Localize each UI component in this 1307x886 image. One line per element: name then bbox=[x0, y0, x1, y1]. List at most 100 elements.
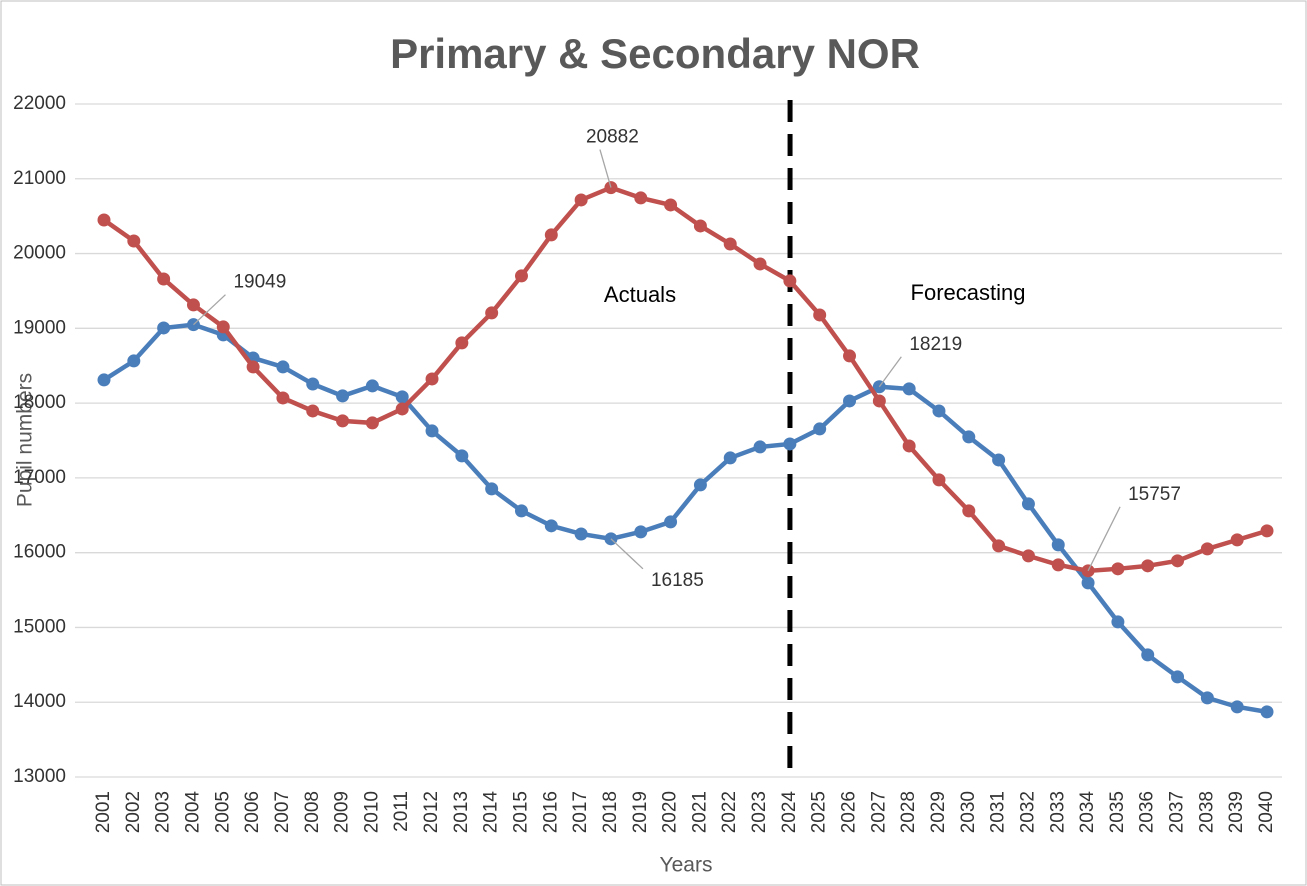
data-point bbox=[1260, 524, 1274, 538]
data-point bbox=[1200, 542, 1214, 556]
data-point bbox=[306, 404, 320, 418]
x-axis-label: Years bbox=[660, 854, 713, 877]
data-point bbox=[455, 336, 469, 350]
data-point bbox=[157, 272, 171, 286]
y-tick-label: 18000 bbox=[13, 392, 66, 413]
data-label: 15757 bbox=[1128, 484, 1181, 505]
y-tick-label: 13000 bbox=[13, 766, 66, 787]
data-point bbox=[365, 379, 379, 393]
x-tick-label: 2002 bbox=[123, 791, 144, 833]
data-point bbox=[425, 372, 439, 386]
data-point bbox=[1051, 538, 1065, 552]
data-point bbox=[932, 473, 946, 487]
x-tick-label: 2018 bbox=[600, 791, 621, 833]
x-tick-label: 2021 bbox=[689, 791, 710, 833]
series-line bbox=[102, 185, 1268, 574]
x-tick-label: 2024 bbox=[779, 791, 800, 834]
data-point bbox=[514, 504, 528, 518]
x-tick-label: 2037 bbox=[1167, 791, 1188, 833]
data-point bbox=[574, 527, 588, 541]
data-point bbox=[902, 439, 916, 453]
data-point bbox=[485, 482, 499, 496]
data-point bbox=[1230, 700, 1244, 714]
data-point bbox=[664, 198, 678, 212]
data-point bbox=[1200, 691, 1214, 705]
data-point bbox=[962, 504, 976, 518]
y-tick-label: 19000 bbox=[13, 317, 66, 338]
data-point bbox=[127, 234, 141, 248]
data-point bbox=[544, 519, 558, 533]
y-axis-label: Pupil numbers bbox=[14, 373, 37, 507]
x-tick-label: 2033 bbox=[1047, 791, 1068, 833]
data-point bbox=[992, 539, 1006, 553]
data-point bbox=[723, 237, 737, 251]
data-label: 19049 bbox=[233, 272, 286, 293]
data-point bbox=[932, 404, 946, 418]
data-point bbox=[514, 269, 528, 283]
data-point bbox=[276, 360, 290, 374]
data-point bbox=[425, 424, 439, 438]
x-tick-label: 2004 bbox=[182, 791, 203, 834]
data-point bbox=[902, 382, 916, 396]
x-tick-label: 2013 bbox=[451, 791, 472, 833]
x-tick-label: 2029 bbox=[928, 791, 949, 833]
x-tick-label: 2003 bbox=[153, 791, 174, 833]
data-point bbox=[157, 321, 171, 335]
data-point bbox=[276, 391, 290, 405]
x-tick-label: 2039 bbox=[1226, 791, 1247, 833]
x-tick-label: 2020 bbox=[660, 791, 681, 833]
annotation: Actuals bbox=[604, 282, 676, 307]
x-tick-label: 2014 bbox=[481, 791, 502, 834]
data-point bbox=[544, 228, 558, 242]
data-point bbox=[1111, 615, 1125, 629]
x-tick-label: 2006 bbox=[242, 791, 263, 833]
data-point bbox=[962, 430, 976, 444]
data-point bbox=[336, 389, 350, 403]
data-point bbox=[97, 213, 111, 227]
x-tick-label: 2026 bbox=[839, 791, 860, 833]
y-tick-label: 21000 bbox=[13, 168, 66, 189]
data-point bbox=[783, 274, 797, 288]
data-point bbox=[1021, 497, 1035, 511]
series-line bbox=[102, 322, 1268, 715]
data-point bbox=[813, 422, 827, 436]
data-point bbox=[574, 193, 588, 207]
data-point bbox=[455, 449, 469, 463]
data-point bbox=[1021, 549, 1035, 563]
data-label: 20882 bbox=[586, 127, 639, 148]
data-point bbox=[1260, 705, 1274, 719]
data-point bbox=[634, 525, 648, 539]
x-tick-label: 2031 bbox=[988, 791, 1009, 833]
data-point bbox=[813, 308, 827, 322]
data-point bbox=[843, 394, 857, 408]
leader-line bbox=[1087, 506, 1121, 572]
data-point bbox=[1141, 559, 1155, 573]
data-point bbox=[1081, 576, 1095, 590]
x-tick-label: 2001 bbox=[93, 791, 114, 833]
x-tick-label: 2010 bbox=[361, 791, 382, 833]
data-point bbox=[365, 416, 379, 430]
data-point bbox=[395, 402, 409, 416]
leader-line bbox=[610, 538, 644, 570]
data-point bbox=[1141, 648, 1155, 662]
x-tick-label: 2012 bbox=[421, 791, 442, 833]
x-tick-label: 2007 bbox=[272, 791, 293, 833]
x-tick-label: 2017 bbox=[570, 791, 591, 833]
y-tick-label: 17000 bbox=[13, 467, 66, 488]
leader-line bbox=[878, 356, 902, 388]
data-label: 16185 bbox=[651, 570, 704, 591]
y-tick-label: 20000 bbox=[13, 243, 66, 264]
y-tick-label: 22000 bbox=[13, 93, 66, 114]
x-tick-label: 2009 bbox=[332, 791, 353, 833]
x-tick-label: 2008 bbox=[302, 791, 323, 833]
data-point bbox=[216, 320, 230, 334]
data-point bbox=[1230, 533, 1244, 547]
x-tick-label: 2019 bbox=[630, 791, 651, 833]
data-point bbox=[693, 478, 707, 492]
chart-title: Primary & Secondary NOR bbox=[390, 30, 920, 77]
leader-line bbox=[599, 149, 612, 188]
x-tick-label: 2034 bbox=[1077, 791, 1098, 834]
x-tick-label: 2036 bbox=[1137, 791, 1158, 833]
